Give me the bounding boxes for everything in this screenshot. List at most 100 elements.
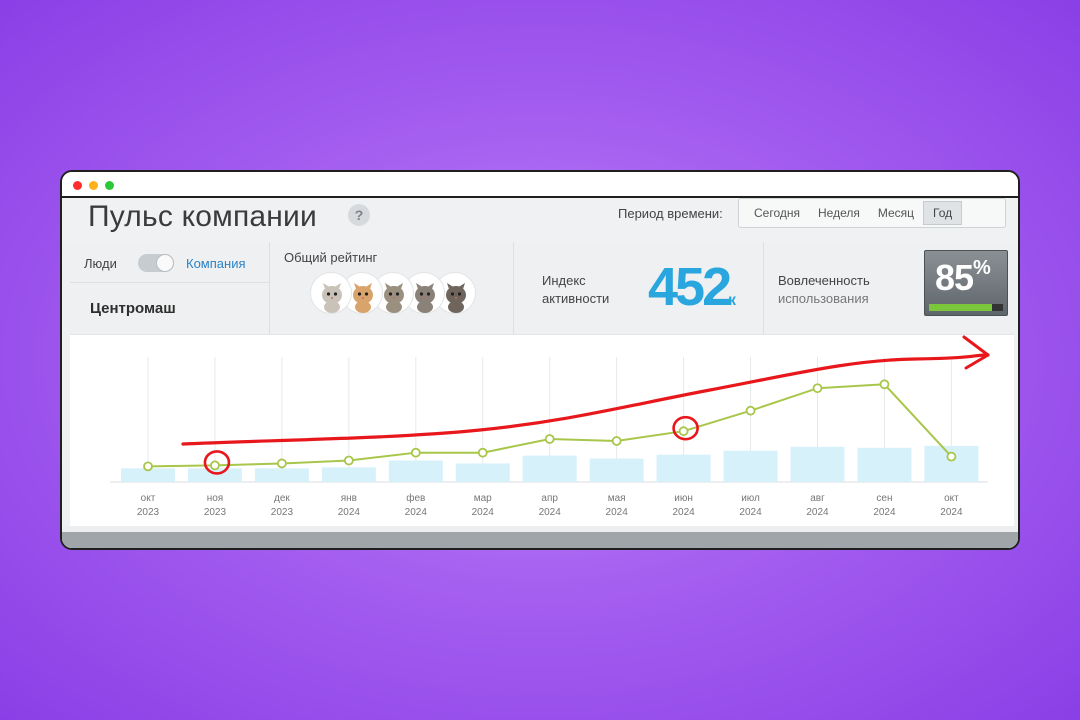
period-year-button[interactable]: Год <box>923 201 963 225</box>
bar[interactable] <box>589 458 644 482</box>
x-tick-month: мая <box>608 493 626 504</box>
engagement-badge: 85% <box>924 250 1008 316</box>
bar[interactable] <box>857 447 912 482</box>
engagement-value: 85% <box>935 257 991 299</box>
engagement-label-line2: использования <box>778 291 869 306</box>
x-tick-month: ноя <box>207 493 224 504</box>
close-window-button[interactable] <box>73 181 82 190</box>
x-tick-year: 2024 <box>405 507 428 518</box>
period-selector: Сегодня Неделя Месяц Год <box>738 198 1006 228</box>
engagement-panel: Вовлеченность использования 85% <box>764 242 1018 334</box>
bar[interactable] <box>455 463 510 482</box>
x-tick-year: 2023 <box>204 507 227 518</box>
period-label: Период времени: <box>618 206 723 221</box>
bar[interactable] <box>522 455 577 482</box>
kitten-icon <box>341 272 383 314</box>
activity-chart-svg: окт 2023 ноя 2023 дек 2023 янв 2024 фев 2024 мар 20… <box>110 335 990 518</box>
x-tick-month: мар <box>474 493 492 504</box>
toggle-knob <box>156 254 174 272</box>
bar[interactable] <box>121 468 175 482</box>
engagement-label: Вовлеченность использования <box>778 272 870 308</box>
data-point[interactable] <box>343 455 354 466</box>
x-tick-year: 2024 <box>338 507 361 518</box>
data-point[interactable] <box>477 447 488 458</box>
company-name: Центромаш <box>90 300 176 317</box>
data-point[interactable] <box>210 460 220 471</box>
activity-label: Индекс активности <box>542 272 632 308</box>
period-week-button[interactable]: Неделя <box>818 206 860 220</box>
data-point[interactable] <box>745 405 756 416</box>
circle-annotation <box>203 450 231 475</box>
people-label[interactable]: Люди <box>84 256 117 271</box>
rating-kittens <box>310 272 480 316</box>
x-tick-year: 2024 <box>606 507 629 518</box>
help-icon[interactable]: ? <box>348 204 370 226</box>
activity-label-line1: Индекс <box>542 273 586 288</box>
page-title: Пульс компании <box>88 200 317 233</box>
data-point[interactable] <box>879 379 890 390</box>
engagement-number: 85 <box>935 257 974 298</box>
dashboard-header: Пульс компании ? Период времени: Сегодня… <box>62 198 1018 242</box>
x-tick-year: 2024 <box>873 507 896 518</box>
kitten-icon <box>310 272 352 314</box>
activity-panel: Индекс активности 452 к <box>514 242 764 334</box>
data-point[interactable] <box>143 461 153 472</box>
divider <box>70 282 270 283</box>
data-point[interactable] <box>410 447 421 458</box>
minimize-window-button[interactable] <box>89 181 98 190</box>
x-tick-month: дек <box>274 493 290 504</box>
x-tick-year: 2024 <box>806 507 829 518</box>
data-point[interactable] <box>678 426 689 437</box>
data-point[interactable] <box>276 458 287 469</box>
x-tick-month: окт <box>944 493 959 504</box>
trend-arrowhead-annotation <box>962 335 990 370</box>
rating-title: Общий рейтинг <box>284 250 378 265</box>
browser-window: Пульс компании ? Период времени: Сегодня… <box>60 170 1020 550</box>
x-tick-month: окт <box>141 493 156 504</box>
bar[interactable] <box>388 460 443 482</box>
bar[interactable] <box>321 467 376 482</box>
trend-arrow-annotation <box>181 353 990 446</box>
bar[interactable] <box>656 454 711 482</box>
x-tick-month: июл <box>741 493 760 504</box>
bar[interactable] <box>924 445 979 482</box>
circle-annotation <box>672 415 699 441</box>
data-point[interactable] <box>611 436 622 446</box>
x-tick-year: 2024 <box>739 507 762 518</box>
x-tick-year: 2024 <box>940 507 963 518</box>
x-tick-month: июн <box>674 493 693 504</box>
data-point[interactable] <box>812 383 823 394</box>
x-tick-month: сен <box>876 493 892 504</box>
x-tick-month: авг <box>810 493 825 504</box>
footer-strip <box>62 526 1018 532</box>
bar[interactable] <box>254 468 309 482</box>
company-label[interactable]: Компания <box>186 256 246 271</box>
engagement-label-line1: Вовлеченность <box>778 273 870 288</box>
bar[interactable] <box>723 450 778 482</box>
x-tick-month: янв <box>341 493 357 504</box>
bar[interactable] <box>187 468 242 482</box>
x-tick-year: 2024 <box>472 507 495 518</box>
bar[interactable] <box>790 446 845 482</box>
x-tick-year: 2023 <box>137 507 160 518</box>
period-month-button[interactable]: Месяц <box>877 206 915 220</box>
stats-row: Люди Компания Центромаш Общий рейтинг Ин… <box>70 242 1014 334</box>
engagement-progress-bar <box>929 304 1003 311</box>
x-tick-year: 2024 <box>539 507 562 518</box>
data-point[interactable] <box>946 451 957 462</box>
activity-chart: окт 2023 ноя 2023 дек 2023 янв 2024 фев 2024 мар 20… <box>70 334 1014 534</box>
activity-value: 452 <box>648 257 732 317</box>
maximize-window-button[interactable] <box>105 181 114 190</box>
x-tick-month: фев <box>406 492 425 504</box>
activity-label-line2: активности <box>542 291 610 306</box>
data-point[interactable] <box>544 434 555 444</box>
activity-unit: к <box>728 292 737 309</box>
scope-toggle[interactable] <box>138 254 174 272</box>
x-tick-year: 2024 <box>672 507 695 518</box>
period-today-button[interactable]: Сегодня <box>754 206 800 220</box>
window-titlebar <box>62 172 1018 198</box>
engagement-unit: % <box>973 257 991 279</box>
x-tick-month: апр <box>541 493 558 504</box>
footer-bar <box>62 532 1018 548</box>
engagement-progress-fill <box>929 304 992 311</box>
